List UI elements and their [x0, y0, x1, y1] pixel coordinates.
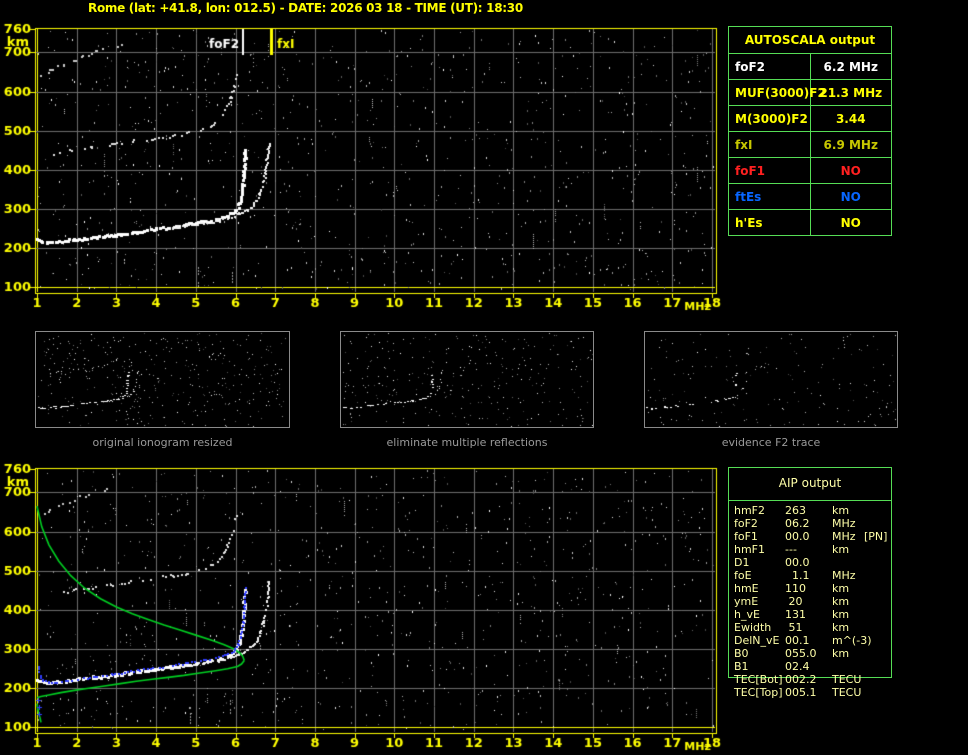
table-row: hmE 110 km [728, 582, 898, 595]
table-row: h'Es NO [728, 209, 892, 236]
aip-header-divider [729, 500, 891, 501]
aip-header: AIP output [778, 476, 842, 490]
param-value: 00.0 [785, 530, 810, 543]
param-label: B1 [734, 660, 749, 673]
param-label: B0 [734, 647, 749, 660]
param-label: foF2 [728, 53, 811, 80]
thumbnail-caption: eliminate multiple reflections [386, 436, 548, 449]
param-label: MUF(3000)F2 [728, 79, 826, 106]
param-value: 3.44 [809, 105, 892, 132]
table-row: foE 1.1 MHz [728, 569, 898, 582]
param-label: foF1 [734, 530, 758, 543]
param-unit: km [832, 595, 850, 608]
param-value: 02.4 [785, 660, 810, 673]
table-row: D1 00.0 [728, 556, 898, 569]
param-label: hmF2 [734, 504, 766, 517]
param-unit: km [832, 621, 850, 634]
autoscala-table: AUTOSCALA output foF2 6.2 MHz MUF(3000)F… [728, 26, 892, 236]
param-unit: TECU [832, 673, 862, 686]
param-label: foE [734, 569, 752, 582]
param-value: 005.1 [785, 686, 817, 699]
param-value: 263 [785, 504, 806, 517]
param-label: h'Es [728, 209, 811, 236]
table-row: ftEs NO [728, 183, 892, 210]
thumbnail-original-ionogram [35, 331, 290, 428]
param-label: hmF1 [734, 543, 766, 556]
table-row: TEC[Top] 005.1 TECU [728, 686, 898, 699]
param-value: 6.9 MHz [809, 131, 892, 158]
param-value: 6.2 MHz [809, 53, 892, 80]
param-value: 51 [785, 621, 803, 634]
param-label: foF1 [728, 157, 811, 184]
param-unit: km [832, 608, 850, 621]
table-row: hmF2 263 km [728, 504, 898, 517]
table-row: B0 055.0 km [728, 647, 898, 660]
aip-table-frame [728, 467, 892, 678]
param-value: 00.0 [785, 556, 810, 569]
param-unit: km [832, 582, 850, 595]
table-row: MUF(3000)F2 21.3 MHz [728, 79, 892, 106]
param-value: 002.2 [785, 673, 817, 686]
param-note: [PN] [864, 530, 888, 543]
param-unit: MHz [832, 569, 856, 582]
param-value: 00.1 [785, 634, 810, 647]
table-row: foF1 00.0 MHz [PN] [728, 530, 898, 543]
param-unit: km [832, 504, 850, 517]
table-row: fxI 6.9 MHz [728, 131, 892, 158]
table-row: DelN_vE 00.1 m^(-3) [728, 634, 898, 647]
param-label: D1 [734, 556, 750, 569]
param-unit: km [832, 543, 850, 556]
table-row: foF1 NO [728, 157, 892, 184]
param-value: 110 [785, 582, 806, 595]
page-title: Rome (lat: +41.8, lon: 012.5) - DATE: 20… [88, 1, 523, 15]
param-value: NO [809, 209, 892, 236]
param-label: h_vE [734, 608, 760, 621]
param-unit: TECU [832, 686, 862, 699]
autoscala-header-row: AUTOSCALA output [728, 26, 892, 54]
param-value: 131 [785, 608, 806, 621]
param-label: foF2 [734, 517, 758, 530]
param-unit: MHz [832, 517, 856, 530]
param-value: 06.2 [785, 517, 810, 530]
thumbnail-caption: evidence F2 trace [721, 436, 821, 449]
table-row: hmF1 --- km [728, 543, 898, 556]
param-value: 1.1 [785, 569, 810, 582]
param-label: TEC[Top] [734, 686, 783, 699]
param-value: 20 [785, 595, 803, 608]
param-label: hmE [734, 582, 759, 595]
table-row: ymE 20 km [728, 595, 898, 608]
param-label: fxI [728, 131, 811, 158]
autoscala-header: AUTOSCALA output [728, 26, 892, 54]
table-row: Ewidth 51 km [728, 621, 898, 634]
param-label: ymE [734, 595, 759, 608]
table-row: TEC[Bot] 002.2 TECU [728, 673, 898, 686]
param-label: DelN_vE [734, 634, 780, 647]
table-row: h_vE 131 km [728, 608, 898, 621]
thumbnail-eliminate-reflections [340, 331, 594, 428]
param-unit: m^(-3) [832, 634, 872, 647]
param-label: M(3000)F2 [728, 105, 811, 132]
param-unit: km [832, 647, 850, 660]
thumbnail-caption: original ionogram resized [92, 436, 233, 449]
table-row: foF2 6.2 MHz [728, 53, 892, 80]
table-row: foF2 06.2 MHz [728, 517, 898, 530]
param-value: 055.0 [785, 647, 817, 660]
thumbnail-evidence-f2-trace [644, 331, 898, 428]
param-value: --- [785, 543, 797, 556]
param-unit: MHz [832, 530, 856, 543]
param-label: ftEs [728, 183, 811, 210]
param-value: 21.3 MHz [809, 79, 892, 106]
param-value: NO [809, 157, 892, 184]
table-row: M(3000)F2 3.44 [728, 105, 892, 132]
param-label: TEC[Bot] [734, 673, 783, 686]
param-label: Ewidth [734, 621, 772, 634]
param-value: NO [809, 183, 892, 210]
table-row: B1 02.4 [728, 660, 898, 673]
